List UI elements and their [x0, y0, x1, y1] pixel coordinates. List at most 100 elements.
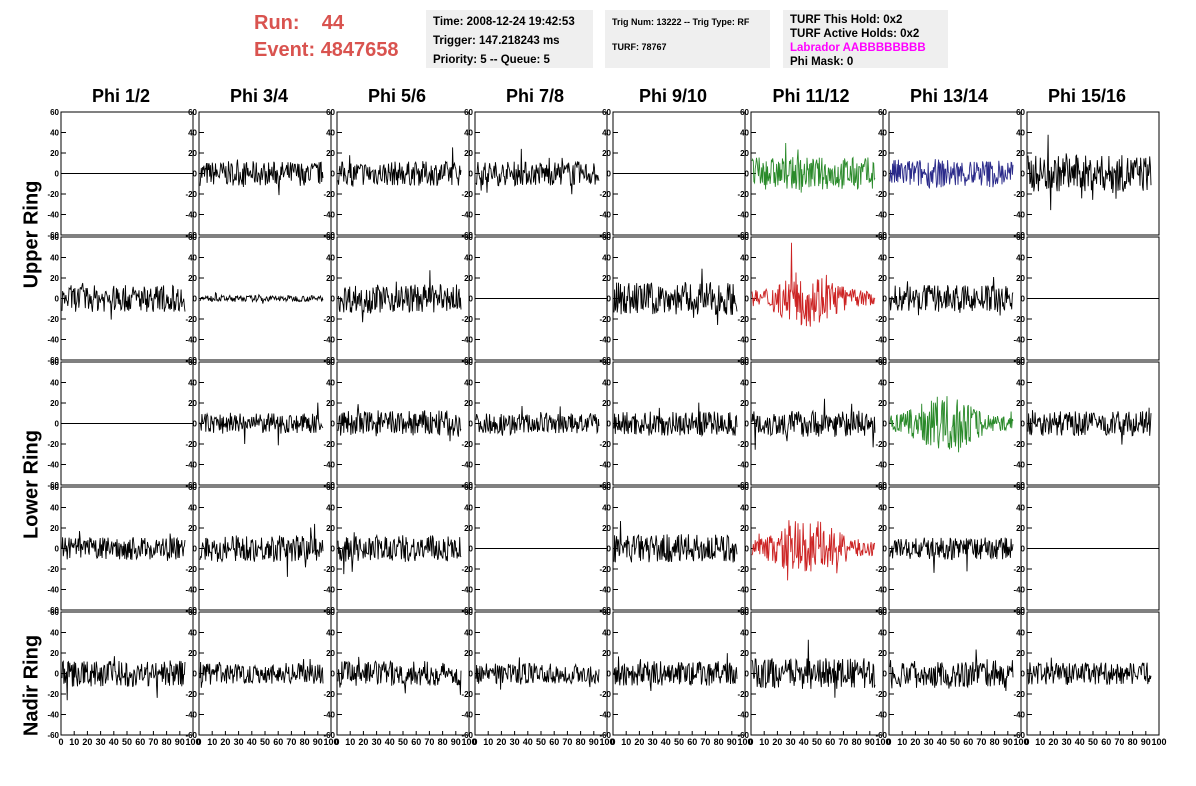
y-tick-label: -20 [461, 440, 473, 449]
y-tick-label: 60 [602, 233, 611, 242]
x-tick-label: 40 [799, 737, 809, 747]
x-tick-label: 40 [109, 737, 119, 747]
y-tick-label: 0 [745, 420, 750, 429]
waveform-trace [61, 282, 186, 320]
x-tick-label: 50 [950, 737, 960, 747]
x-tick-label: 50 [1088, 737, 1098, 747]
x-tick-label: 50 [674, 737, 684, 747]
y-tick-label: 20 [464, 149, 473, 158]
y-tick-label: -20 [461, 565, 473, 574]
y-tick-label: 0 [1021, 670, 1026, 679]
y-tick-label: -60 [737, 606, 749, 615]
x-tick-label: 90 [175, 737, 185, 747]
x-tick-label: 0 [196, 737, 201, 747]
priority-line: Priority: 5 -- Queue: 5 [433, 54, 550, 66]
x-tick-label: 60 [411, 737, 421, 747]
y-tick-label: -20 [323, 565, 335, 574]
x-tick-label: 10 [897, 737, 907, 747]
y-tick-label: 60 [1016, 358, 1025, 367]
x-tick-label: 20 [496, 737, 506, 747]
y-tick-label: 0 [1021, 170, 1026, 179]
y-tick-label: -40 [737, 461, 749, 470]
col-header-phi-7-8: Phi 7/8 [505, 86, 565, 106]
y-tick-label: 60 [188, 233, 197, 242]
x-tick-label: 80 [576, 737, 586, 747]
y-tick-label: 60 [740, 483, 749, 492]
y-tick-label: -40 [323, 586, 335, 595]
x-tick-label: 60 [687, 737, 697, 747]
y-tick-label: 20 [1016, 524, 1025, 533]
y-tick-label: 20 [740, 524, 749, 533]
run-label: Run: [254, 12, 300, 34]
waveform-trace [889, 396, 1014, 453]
trig-info-box: Trig Num: 13222 -- Trig Type: RF TURF: 7… [605, 10, 770, 68]
y-tick-label: -20 [185, 190, 197, 199]
y-tick-label: -20 [185, 440, 197, 449]
x-tick-label: 20 [772, 737, 782, 747]
waveform-trace [1027, 657, 1152, 685]
x-tick-label: 80 [1128, 737, 1138, 747]
y-tick-label: 60 [326, 608, 335, 617]
y-tick-label: -60 [47, 231, 59, 240]
y-tick-label: 0 [745, 545, 750, 554]
y-tick-label: -20 [875, 690, 887, 699]
y-tick-label: -20 [47, 315, 59, 324]
y-tick-label: -60 [1013, 481, 1025, 490]
y-tick-label: -60 [1013, 731, 1025, 740]
y-tick-label: 60 [188, 108, 197, 117]
y-tick-label: 0 [883, 545, 888, 554]
x-tick-label: 100 [737, 737, 752, 747]
y-tick-label: 60 [50, 608, 59, 617]
y-tick-label: -60 [737, 731, 749, 740]
y-tick-label: 20 [50, 524, 59, 533]
y-tick-label: -40 [461, 586, 473, 595]
y-tick-label: -40 [1013, 586, 1025, 595]
y-tick-label: -20 [323, 315, 335, 324]
y-tick-label: -40 [185, 711, 197, 720]
y-tick-label: 60 [464, 108, 473, 117]
y-tick-label: -20 [737, 565, 749, 574]
y-tick-label: 0 [745, 170, 750, 179]
y-tick-label: 20 [188, 149, 197, 158]
waveform-trace [889, 649, 1014, 692]
y-tick-label: -60 [599, 231, 611, 240]
y-tick-label: 20 [50, 274, 59, 283]
y-tick-label: -60 [185, 606, 197, 615]
waveform-trace [199, 159, 324, 196]
waveform-trace [1027, 134, 1152, 211]
y-tick-label: 40 [602, 129, 611, 138]
trig-num-line: Trig Num: 13222 -- Trig Type: RF [612, 17, 750, 27]
y-tick-label: -20 [737, 315, 749, 324]
y-tick-label: -20 [599, 565, 611, 574]
col-header-phi-13-14: Phi 13/14 [909, 86, 989, 106]
y-tick-label: 60 [326, 108, 335, 117]
y-tick-label: 20 [602, 649, 611, 658]
y-tick-label: -40 [737, 586, 749, 595]
y-tick-label: 20 [50, 149, 59, 158]
x-tick-label: 90 [1003, 737, 1013, 747]
waveform-trace [613, 653, 738, 692]
y-tick-label: 60 [188, 483, 197, 492]
y-tick-label: 60 [740, 608, 749, 617]
y-tick-label: 20 [1016, 399, 1025, 408]
waveform-trace [61, 656, 186, 701]
x-tick-label: 40 [523, 737, 533, 747]
x-tick-label: 70 [838, 737, 848, 747]
y-tick-label: 60 [602, 358, 611, 367]
y-tick-label: 40 [188, 129, 197, 138]
y-tick-label: 20 [326, 399, 335, 408]
y-tick-label: -20 [599, 440, 611, 449]
y-tick-label: -40 [1013, 211, 1025, 220]
y-tick-label: -40 [47, 711, 59, 720]
col-header-phi-11-12: Phi 11/12 [772, 86, 850, 106]
y-tick-label: -20 [1013, 440, 1025, 449]
y-tick-label: -40 [185, 336, 197, 345]
x-tick-label: 70 [976, 737, 986, 747]
waveform-trace [475, 405, 600, 437]
y-tick-label: 60 [740, 358, 749, 367]
waveform-trace [337, 270, 462, 323]
waveform-trace [751, 398, 876, 450]
y-tick-label: 40 [602, 254, 611, 263]
col-header-phi-3-4: Phi 3/4 [229, 86, 289, 106]
y-tick-label: 40 [878, 629, 887, 638]
